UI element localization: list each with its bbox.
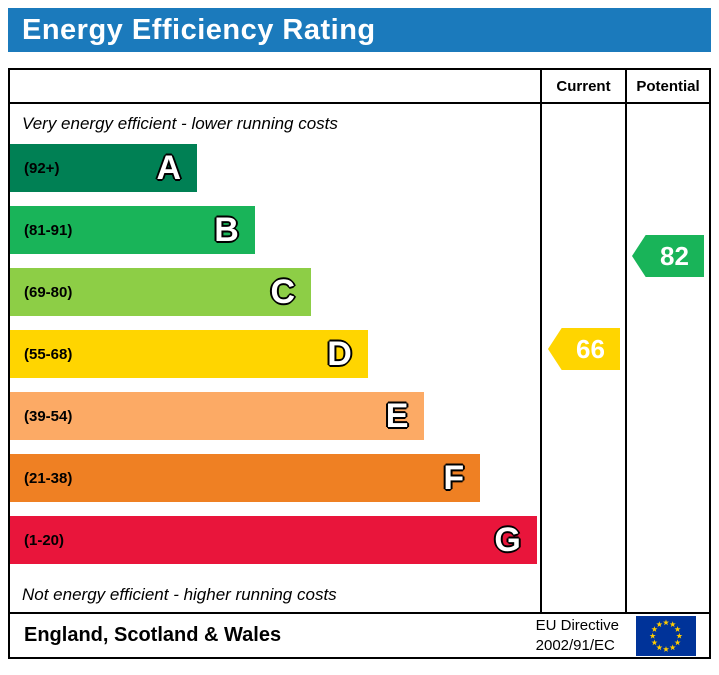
eu-directive-line1: EU Directive (535, 617, 619, 634)
footer-right: EU Directive 2002/91/EC (536, 615, 699, 656)
band-bar-c: (69-80) C (10, 268, 312, 316)
current-column: 66 (540, 104, 625, 612)
band-range: (39-54) (24, 407, 73, 425)
current-rating-pointer: 66 (548, 328, 620, 370)
band-range: (55-68) (24, 345, 73, 363)
band-bar-f: (21-38) F (10, 454, 481, 502)
page-title: Energy Efficiency Rating (22, 13, 376, 46)
band-bar-g: (1-20) G (10, 516, 537, 564)
band-bar-d: (55-68) D (10, 330, 368, 378)
band-letter: D (327, 335, 352, 373)
band-letter: G (494, 521, 521, 559)
band-letter: F (443, 459, 465, 497)
top-note: Very energy efficient - lower running co… (22, 114, 338, 133)
band-row: (69-80) C (10, 268, 540, 330)
band-bar-e: (39-54) E (10, 392, 425, 440)
chart-body: Very energy efficient - lower running co… (10, 104, 709, 612)
band-letter: A (156, 149, 182, 187)
band-letter: C (270, 273, 296, 311)
band-row: (1-20) G (10, 516, 540, 578)
band-range: (21-38) (24, 469, 73, 487)
potential-column-header: Potential (625, 70, 709, 102)
band-range: (92+) (24, 159, 60, 177)
footer: England, Scotland & Wales EU Directive 2… (8, 612, 711, 659)
title-banner: Energy Efficiency Rating (8, 8, 711, 52)
header-spacer (10, 70, 540, 102)
band-row: (21-38) F (10, 454, 540, 516)
band-range: (69-80) (24, 283, 73, 301)
bands-column: Very energy efficient - lower running co… (10, 104, 540, 612)
eu-directive-text: EU Directive 2002/91/EC (536, 616, 619, 655)
band-row: (39-54) E (10, 392, 540, 454)
band-letter: E (385, 397, 409, 435)
region-label: England, Scotland & Wales (24, 624, 282, 646)
potential-rating-value: 82 (660, 240, 689, 271)
eu-flag-icon (633, 615, 699, 656)
potential-column: 82 (625, 104, 709, 612)
current-rating-value: 66 (576, 333, 605, 364)
band-range: (81-91) (24, 221, 73, 239)
chart-header-row: Current Potential (10, 70, 709, 104)
band-bar-b: (81-91) B (10, 206, 255, 254)
current-column-header: Current (540, 70, 625, 102)
band-row: (92+) A (10, 144, 540, 206)
potential-rating-pointer: 82 (632, 235, 704, 277)
band-row: (81-91) B (10, 206, 540, 268)
eu-directive-line2: 2002/91/EC (535, 636, 615, 654)
band-row: (55-68) D (10, 330, 540, 392)
energy-rating-chart: Current Potential Very energy efficient … (8, 68, 711, 612)
band-bar-a: (92+) A (10, 144, 198, 192)
band-letter: B (214, 211, 239, 249)
bottom-note: Not energy efficient - higher running co… (22, 585, 337, 604)
band-range: (1-20) (24, 531, 65, 549)
